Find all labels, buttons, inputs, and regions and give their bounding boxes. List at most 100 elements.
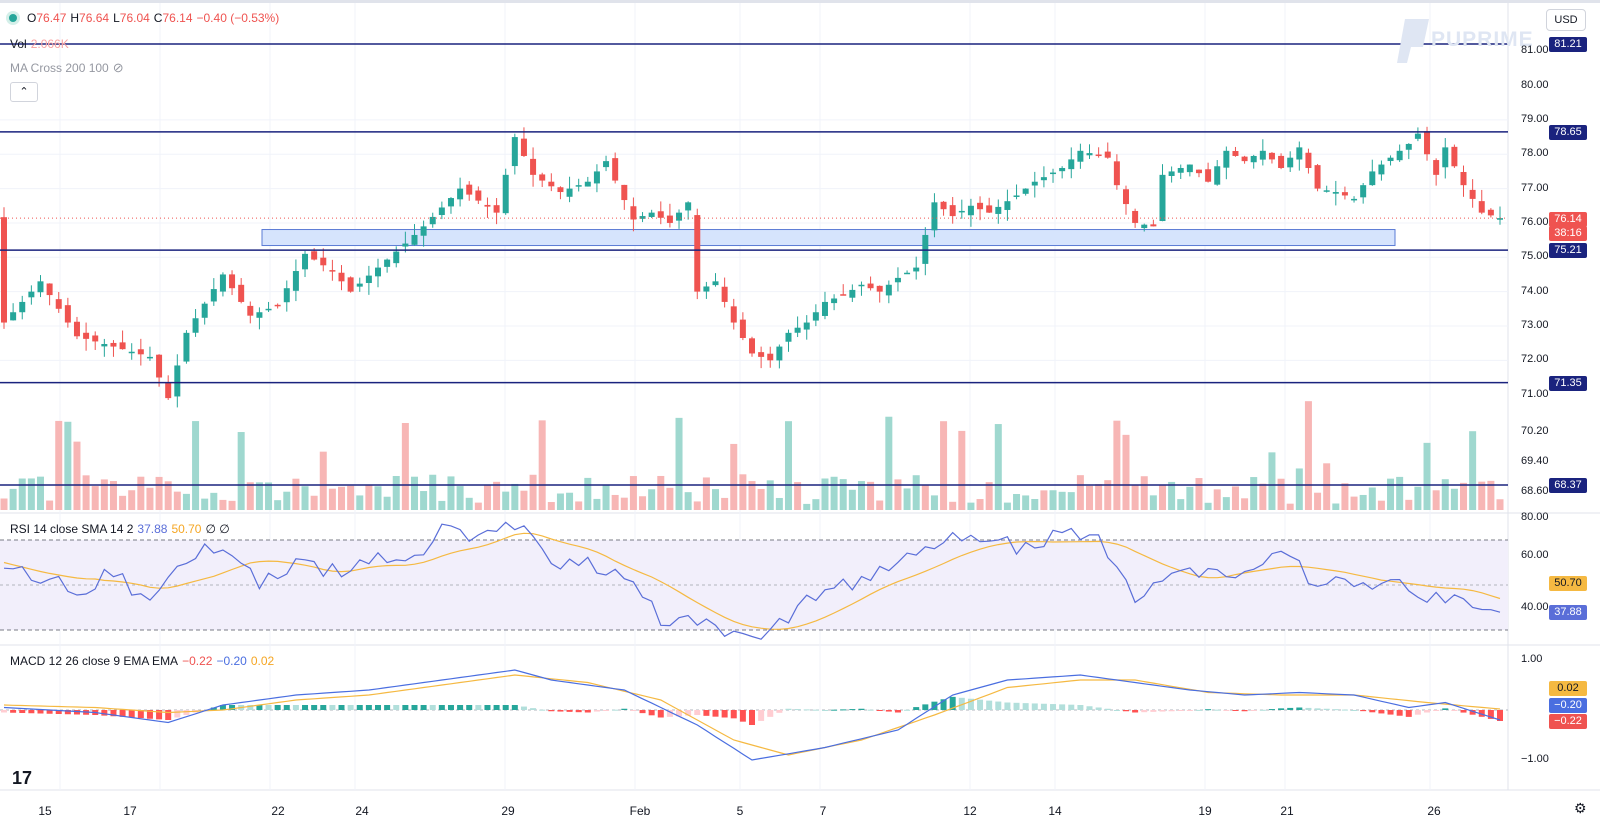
- candle-body: [548, 181, 555, 187]
- macd-histogram-bar: [1323, 708, 1330, 710]
- candle-body: [1068, 159, 1075, 170]
- candle-body: [83, 332, 90, 339]
- macd-histogram-bar: [156, 710, 163, 720]
- candle-body: [1250, 155, 1257, 163]
- macd-histogram-bar: [165, 710, 172, 720]
- currency-selector[interactable]: USD: [1546, 9, 1586, 31]
- tradingview-logo[interactable]: 17: [12, 768, 33, 788]
- macd-histogram-bar: [292, 705, 299, 710]
- candle-body: [584, 181, 591, 187]
- candle-body: [612, 158, 619, 181]
- volume-bar: [1031, 498, 1039, 510]
- price-tick-label: 80.00: [1521, 78, 1549, 91]
- macd-histogram-bar: [758, 710, 765, 721]
- collapse-legend-button[interactable]: ⌃: [10, 82, 38, 102]
- volume-bar: [1003, 502, 1011, 510]
- macd-histogram-bar: [1341, 709, 1348, 711]
- volume-bar: [903, 488, 911, 510]
- volume-bar: [730, 443, 738, 510]
- macd-tick-label: 1.00: [1521, 653, 1543, 665]
- low-value: 76.04: [119, 11, 150, 25]
- macd-legend: MACD 12 26 close 9 EMA EMA −0.22 −0.20 0.02: [10, 654, 278, 668]
- volume-bar: [675, 417, 683, 510]
- volume-bar: [146, 487, 154, 510]
- macd-histogram-bar: [967, 698, 974, 710]
- candle-body: [1259, 150, 1266, 160]
- candle-body: [292, 271, 299, 291]
- macd-histogram-bar: [19, 710, 26, 713]
- price-tick-label: 74.00: [1521, 284, 1549, 297]
- candle-body: [329, 270, 336, 272]
- volume-bar: [529, 474, 537, 510]
- ma-legend[interactable]: MA Cross 200 100 ⊘: [10, 60, 128, 76]
- candle-body: [1150, 224, 1157, 227]
- candle-body: [156, 354, 163, 378]
- volume-bar: [693, 501, 701, 510]
- macd-histogram-bar: [603, 710, 610, 711]
- volume-bar: [812, 499, 820, 510]
- macd-histogram-bar: [356, 705, 363, 710]
- macd-histogram-bar: [311, 705, 318, 710]
- volume-bar: [921, 485, 929, 510]
- candle-body: [1360, 185, 1367, 198]
- top-border: [0, 0, 1600, 3]
- volume-bar: [930, 495, 938, 510]
- price-tick-label: 73.00: [1521, 318, 1549, 331]
- candle-body: [1323, 190, 1330, 192]
- candle-body: [1, 217, 7, 323]
- symbol-status-icon: [9, 14, 17, 22]
- volume-bar: [1478, 481, 1486, 510]
- macd-histogram-bar: [347, 705, 354, 710]
- volume-bar: [1231, 486, 1239, 510]
- candle-body: [356, 283, 363, 287]
- macd-histogram-bar: [958, 697, 965, 710]
- macd-histogram-bar: [986, 700, 993, 710]
- candle-body: [110, 342, 117, 347]
- macd-histogram-bar: [1, 710, 7, 713]
- macd-histogram-bar: [1177, 710, 1184, 711]
- macd-histogram-bar: [10, 710, 17, 713]
- macd-histogram-bar: [1296, 707, 1303, 710]
- macd-histogram-bar: [1241, 710, 1248, 712]
- macd-histogram-bar: [694, 710, 701, 715]
- volume-bar: [155, 476, 163, 510]
- volume-bar: [1314, 492, 1322, 510]
- macd-histogram-bar: [393, 705, 400, 710]
- volume-bar: [1432, 490, 1440, 510]
- hidden-eye-icon[interactable]: ⊘: [112, 60, 124, 75]
- macd-histogram-bar: [429, 705, 436, 710]
- candle-body: [995, 206, 1002, 214]
- brand-mark-icon: [1397, 19, 1429, 63]
- volume-bar: [666, 487, 674, 510]
- candle-body: [657, 211, 664, 218]
- candle-body: [1186, 164, 1193, 173]
- volume-bar: [949, 501, 957, 510]
- candle-body: [703, 286, 710, 292]
- macd-histogram-bar: [375, 705, 381, 710]
- volume-bar: [1067, 492, 1075, 510]
- macd-histogram-bar: [1414, 710, 1421, 715]
- candle-body: [1040, 177, 1047, 181]
- candle-body: [1378, 164, 1385, 175]
- volume-bar: [292, 478, 300, 510]
- candle-body: [739, 319, 746, 338]
- volume-bar: [1040, 490, 1048, 510]
- volume-bar: [1496, 499, 1504, 510]
- time-tick-label: 19: [1198, 804, 1212, 818]
- macd-histogram-bar: [913, 707, 920, 710]
- volume-value: 2.066K: [30, 37, 69, 51]
- candle-body: [648, 212, 655, 217]
- volume-bar: [319, 451, 327, 510]
- candle-body: [1424, 131, 1431, 155]
- macd-histogram-bar: [1104, 708, 1111, 710]
- volume-bar: [1241, 498, 1249, 510]
- candle-body: [1332, 192, 1339, 194]
- candle-body: [940, 201, 947, 210]
- volume-bar: [1350, 496, 1358, 510]
- candle-body: [1004, 201, 1011, 210]
- time-tick-label: 15: [38, 804, 52, 818]
- level-price-badge: 75.21: [1549, 243, 1587, 259]
- volume-bar: [1250, 477, 1258, 510]
- settings-gear-icon[interactable]: ⚙: [1574, 800, 1587, 816]
